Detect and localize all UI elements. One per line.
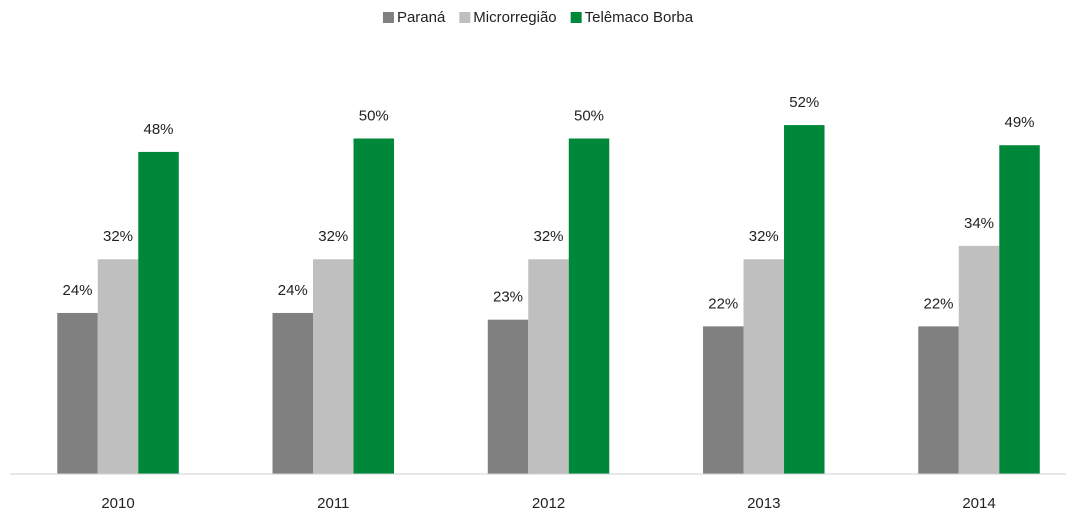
x-tick-label: 2014 — [962, 495, 995, 512]
data-label: 22% — [708, 295, 738, 312]
data-label: 24% — [278, 282, 308, 299]
data-label: 32% — [103, 228, 133, 245]
bar — [918, 326, 959, 474]
data-label: 32% — [749, 228, 779, 245]
bar — [568, 138, 610, 474]
data-label: 34% — [964, 215, 994, 232]
data-label: 50% — [359, 107, 389, 124]
legend-swatch — [382, 12, 394, 23]
legend-label: Telêmaco Borba — [585, 9, 694, 26]
bar — [487, 319, 529, 474]
bar — [97, 259, 139, 474]
bar — [784, 125, 825, 474]
legend-swatch — [459, 12, 471, 23]
bar — [958, 245, 1000, 474]
x-tick-label: 2011 — [317, 495, 349, 512]
bar — [743, 259, 785, 474]
bar — [272, 312, 314, 474]
legend-label: Paraná — [397, 9, 446, 26]
data-label: 24% — [63, 282, 93, 299]
data-label: 50% — [574, 107, 604, 124]
bar — [703, 326, 744, 474]
data-label: 48% — [144, 121, 174, 138]
x-tick-label: 2012 — [532, 495, 565, 512]
bar — [353, 138, 395, 474]
bar — [138, 151, 179, 475]
legend-swatch — [570, 12, 582, 23]
data-label: 23% — [493, 289, 523, 306]
data-label: 32% — [534, 228, 564, 245]
bar — [57, 312, 98, 474]
bar — [999, 145, 1040, 474]
bar — [313, 259, 354, 474]
data-label: 32% — [318, 228, 348, 245]
legend-label: Microrregião — [473, 9, 556, 26]
data-label: 52% — [789, 94, 819, 111]
x-tick-label: 2013 — [747, 495, 780, 512]
x-tick-label: 2010 — [101, 495, 134, 512]
bar — [528, 259, 569, 474]
data-label: 22% — [924, 295, 954, 312]
data-label: 49% — [1005, 114, 1035, 131]
